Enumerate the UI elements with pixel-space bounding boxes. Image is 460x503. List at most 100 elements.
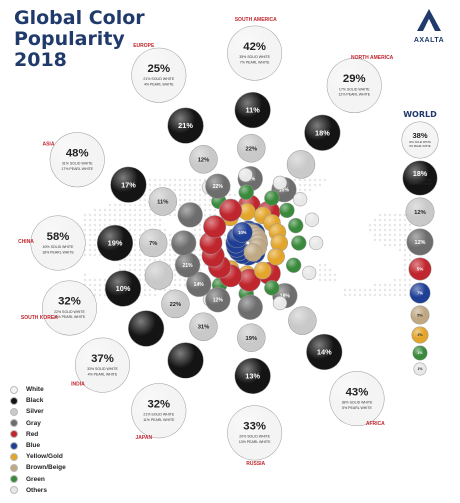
map-dot xyxy=(378,293,382,297)
map-dot xyxy=(118,263,122,267)
bubble-blue: 10% xyxy=(231,221,253,243)
map-dot xyxy=(198,178,202,182)
bubble-others xyxy=(272,175,288,190)
bubble-green xyxy=(264,280,280,296)
bubble-shine xyxy=(410,283,430,303)
bubble-silver xyxy=(288,306,317,335)
map-dot xyxy=(298,178,302,182)
bubble-green xyxy=(264,190,280,206)
bubble-value: 17% xyxy=(121,180,136,189)
map-dot xyxy=(208,213,212,217)
map-dot xyxy=(198,248,202,252)
legend-item: Brown/Beige xyxy=(10,462,66,473)
map-dot xyxy=(133,258,137,262)
map-dot xyxy=(388,283,392,287)
bubble-shine xyxy=(286,258,301,273)
map-dot xyxy=(128,203,132,207)
map-dot xyxy=(383,288,387,292)
map-dot xyxy=(383,238,387,242)
map-dot xyxy=(148,188,152,192)
bubble-shine xyxy=(264,280,279,296)
bubble-value: 43% xyxy=(346,386,369,398)
map-dot xyxy=(93,288,97,292)
map-dot xyxy=(98,223,102,227)
bubble-value: 29% xyxy=(343,73,366,85)
map-dot xyxy=(168,238,172,242)
map-dot xyxy=(323,268,327,272)
map-dot xyxy=(83,278,87,282)
bubble-shine xyxy=(128,310,164,347)
bubble-value: 25% xyxy=(147,63,170,75)
bubble-shine xyxy=(412,327,428,343)
map-dot xyxy=(388,233,392,237)
map-dot xyxy=(238,218,242,222)
map-dot xyxy=(403,268,407,272)
map-dot xyxy=(388,228,392,232)
map-dot xyxy=(343,288,347,292)
legend-swatch xyxy=(10,463,18,472)
bubble-subtext: 30% SOLID WHITE xyxy=(409,141,431,144)
map-dot xyxy=(153,218,157,222)
map-dot xyxy=(198,258,202,262)
bubble-shine xyxy=(42,280,97,335)
map-dot xyxy=(378,213,382,217)
map-dot xyxy=(198,198,202,202)
map-dot xyxy=(138,258,142,262)
bubble-gray: 12% xyxy=(406,228,434,256)
map-dot xyxy=(408,228,412,232)
bubble-value: 12% xyxy=(414,210,427,216)
bubble-value: 48% xyxy=(66,147,89,159)
bubble-black: 10% xyxy=(104,270,142,307)
map-dot xyxy=(373,293,377,297)
map-dot xyxy=(148,183,152,187)
bubble-value: 7% xyxy=(417,290,423,295)
bubble-shine xyxy=(239,168,253,182)
bubble-brown-beige xyxy=(243,243,263,262)
map-dot xyxy=(393,238,397,242)
map-dot xyxy=(88,233,92,237)
map-dot xyxy=(138,198,142,202)
map-dot xyxy=(83,223,87,227)
map-dot xyxy=(323,178,327,182)
map-dot xyxy=(388,243,392,247)
map-dot xyxy=(193,183,197,187)
map-dot xyxy=(168,243,172,247)
map-dot xyxy=(118,218,122,222)
region-label: AFRICA xyxy=(366,421,385,427)
bubble-gray: 14% xyxy=(186,271,212,297)
bubble-silver xyxy=(144,261,174,290)
bubble-shine xyxy=(238,203,256,220)
map-dot xyxy=(103,213,107,217)
map-dot xyxy=(148,223,152,227)
map-dot xyxy=(403,253,407,257)
map-dot xyxy=(368,293,372,297)
legend-item: Yellow/Gold xyxy=(10,451,66,462)
map-dot xyxy=(313,178,317,182)
map-dot xyxy=(318,183,322,187)
bubble-value: 19% xyxy=(108,239,123,248)
bubble-shine xyxy=(145,261,173,290)
bubble-others xyxy=(302,265,317,280)
map-dot xyxy=(138,213,142,217)
bubble-shine xyxy=(406,198,434,226)
map-dot xyxy=(153,178,157,182)
map-dot xyxy=(143,198,147,202)
bubble-black: 13% xyxy=(234,357,271,395)
map-dot xyxy=(108,203,112,207)
map-dot xyxy=(198,203,202,207)
legend-label: Gray xyxy=(26,419,41,427)
map-dot xyxy=(88,218,92,222)
map-dot xyxy=(213,208,217,212)
bubble-red xyxy=(219,198,243,222)
map-dot xyxy=(203,193,207,197)
map-dot xyxy=(123,263,127,267)
map-dot xyxy=(393,233,397,237)
map-dot xyxy=(138,218,142,222)
bubble-silver xyxy=(286,150,316,179)
axalta-logo-icon xyxy=(417,9,441,31)
